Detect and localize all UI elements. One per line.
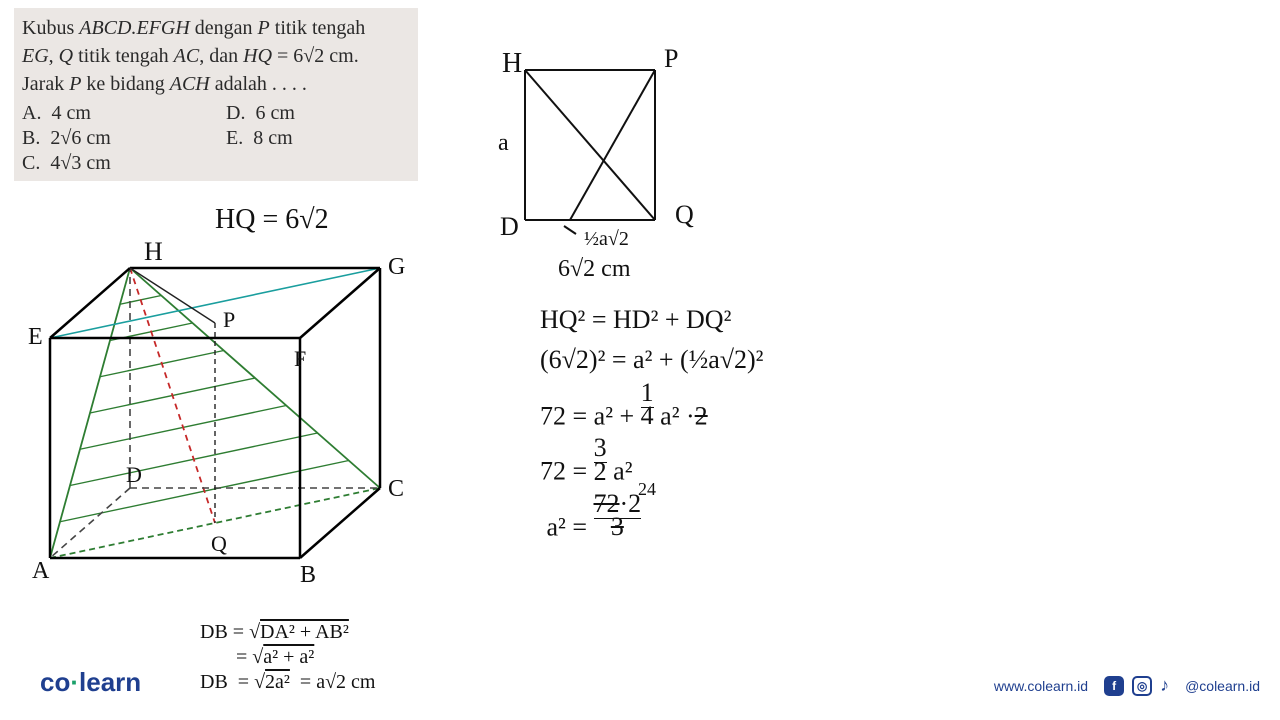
option-a: A. 4 cm <box>22 102 206 125</box>
svg-text:E: E <box>28 324 43 350</box>
work-line-1: HQ² = HD² + DQ² <box>540 300 763 340</box>
rect-label-half: ½a√2 <box>584 228 629 251</box>
option-c: C. 4√3 cm <box>22 152 206 175</box>
rect-label-d: D <box>500 212 519 242</box>
question-line-2: EG, Q titik tengah AC, dan HQ = 6√2 cm. <box>22 42 410 70</box>
svg-text:F: F <box>294 346 306 371</box>
rect-label-len: 6√2 cm <box>558 256 631 283</box>
work-line-5: a² = 72·23 24 <box>540 492 763 548</box>
db-line-2: = √a² + a² <box>200 645 376 670</box>
tiktok-icon: ♪ <box>1160 675 1169 696</box>
question-line-3: Jarak P ke bidang ACH adalah . . . . <box>22 70 410 98</box>
rect-label-a: a <box>498 130 509 157</box>
logo-dot-icon: · <box>70 667 79 697</box>
svg-text:H: H <box>144 237 163 266</box>
db-line-3: DB = √2a² = a√2 cm <box>200 670 376 695</box>
svg-text:C: C <box>388 476 404 502</box>
svg-text:D: D <box>126 462 142 487</box>
footer-right: www.colearn.id f ◎ ♪ @colearn.id <box>994 675 1260 696</box>
rect-label-p: P <box>664 44 678 74</box>
rect-label-q: Q <box>675 200 694 230</box>
footer-handle: @colearn.id <box>1185 678 1260 694</box>
instagram-icon: ◎ <box>1132 676 1152 696</box>
facebook-icon: f <box>1104 676 1124 696</box>
handwritten-work: HQ² = HD² + DQ² (6√2)² = a² + (½a√2)² 72… <box>540 300 763 548</box>
rect-label-h: H <box>502 48 522 80</box>
option-e: E. 8 cm <box>226 127 410 150</box>
handwritten-db: DB = √DA² + AB² = √a² + a² DB = √2a² = a… <box>200 620 376 695</box>
option-b: B. 2√6 cm <box>22 127 206 150</box>
answer-options: A. 4 cm D. 6 cm B. 2√6 cm E. 8 cm C. 4√3… <box>22 102 410 175</box>
cube-diagram: ABCDEFGHPQ <box>20 248 440 628</box>
social-icons: f ◎ ♪ <box>1104 675 1169 696</box>
footer-url: www.colearn.id <box>994 678 1088 694</box>
work-line-3: 72 = a² + 14 a² ·2 <box>540 381 763 437</box>
svg-text:A: A <box>32 558 50 584</box>
question-box: Kubus ABCD.EFGH dengan P titik tengah EG… <box>14 8 418 181</box>
work-line-2: (6√2)² = a² + (½a√2)² <box>540 340 763 380</box>
option-d: D. 6 cm <box>226 102 410 125</box>
handwritten-hq: HQ = 6√2 <box>215 204 329 236</box>
svg-text:Q: Q <box>211 531 227 556</box>
svg-text:G: G <box>388 254 405 280</box>
svg-text:P: P <box>223 307 235 332</box>
brand-logo: co·learn <box>40 667 141 698</box>
svg-text:B: B <box>300 562 316 588</box>
question-line-1: Kubus ABCD.EFGH dengan P titik tengah <box>22 14 410 42</box>
logo-co: co <box>40 667 70 697</box>
logo-learn: learn <box>79 667 141 697</box>
db-line-1: DB = √DA² + AB² <box>200 620 376 645</box>
